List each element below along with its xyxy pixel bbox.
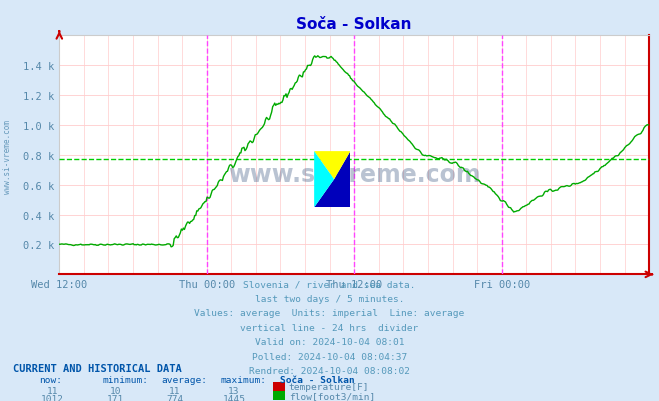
Text: www.si-vreme.com: www.si-vreme.com	[228, 162, 480, 186]
Text: Polled: 2024-10-04 08:04:37: Polled: 2024-10-04 08:04:37	[252, 352, 407, 361]
Text: www.si-vreme.com: www.si-vreme.com	[3, 119, 13, 193]
Text: 1012: 1012	[42, 394, 64, 401]
Text: Rendred: 2024-10-04 08:08:02: Rendred: 2024-10-04 08:08:02	[249, 367, 410, 375]
Text: 171: 171	[107, 394, 124, 401]
Polygon shape	[314, 152, 334, 208]
Text: flow[foot3/min]: flow[foot3/min]	[289, 391, 375, 400]
Polygon shape	[314, 152, 351, 208]
Text: vertical line - 24 hrs  divider: vertical line - 24 hrs divider	[241, 323, 418, 332]
Text: 1445: 1445	[223, 394, 245, 401]
Text: now:: now:	[40, 375, 63, 384]
Text: Slovenia / river and sea data.: Slovenia / river and sea data.	[243, 280, 416, 289]
Text: 10: 10	[109, 386, 121, 395]
Text: Values: average  Units: imperial  Line: average: Values: average Units: imperial Line: av…	[194, 309, 465, 318]
Text: minimum:: minimum:	[102, 375, 148, 384]
Text: maximum:: maximum:	[221, 375, 267, 384]
Text: CURRENT AND HISTORICAL DATA: CURRENT AND HISTORICAL DATA	[13, 363, 182, 373]
Text: average:: average:	[161, 375, 208, 384]
Polygon shape	[314, 152, 351, 180]
Text: 11: 11	[47, 386, 59, 395]
Title: Soča - Solkan: Soča - Solkan	[297, 17, 412, 32]
Text: 11: 11	[169, 386, 181, 395]
Text: Valid on: 2024-10-04 08:01: Valid on: 2024-10-04 08:01	[255, 338, 404, 346]
Text: temperature[F]: temperature[F]	[289, 382, 369, 391]
Text: 774: 774	[166, 394, 183, 401]
Text: 13: 13	[228, 386, 240, 395]
Text: Soča - Solkan: Soča - Solkan	[280, 375, 355, 384]
Text: last two days / 5 minutes.: last two days / 5 minutes.	[255, 294, 404, 303]
